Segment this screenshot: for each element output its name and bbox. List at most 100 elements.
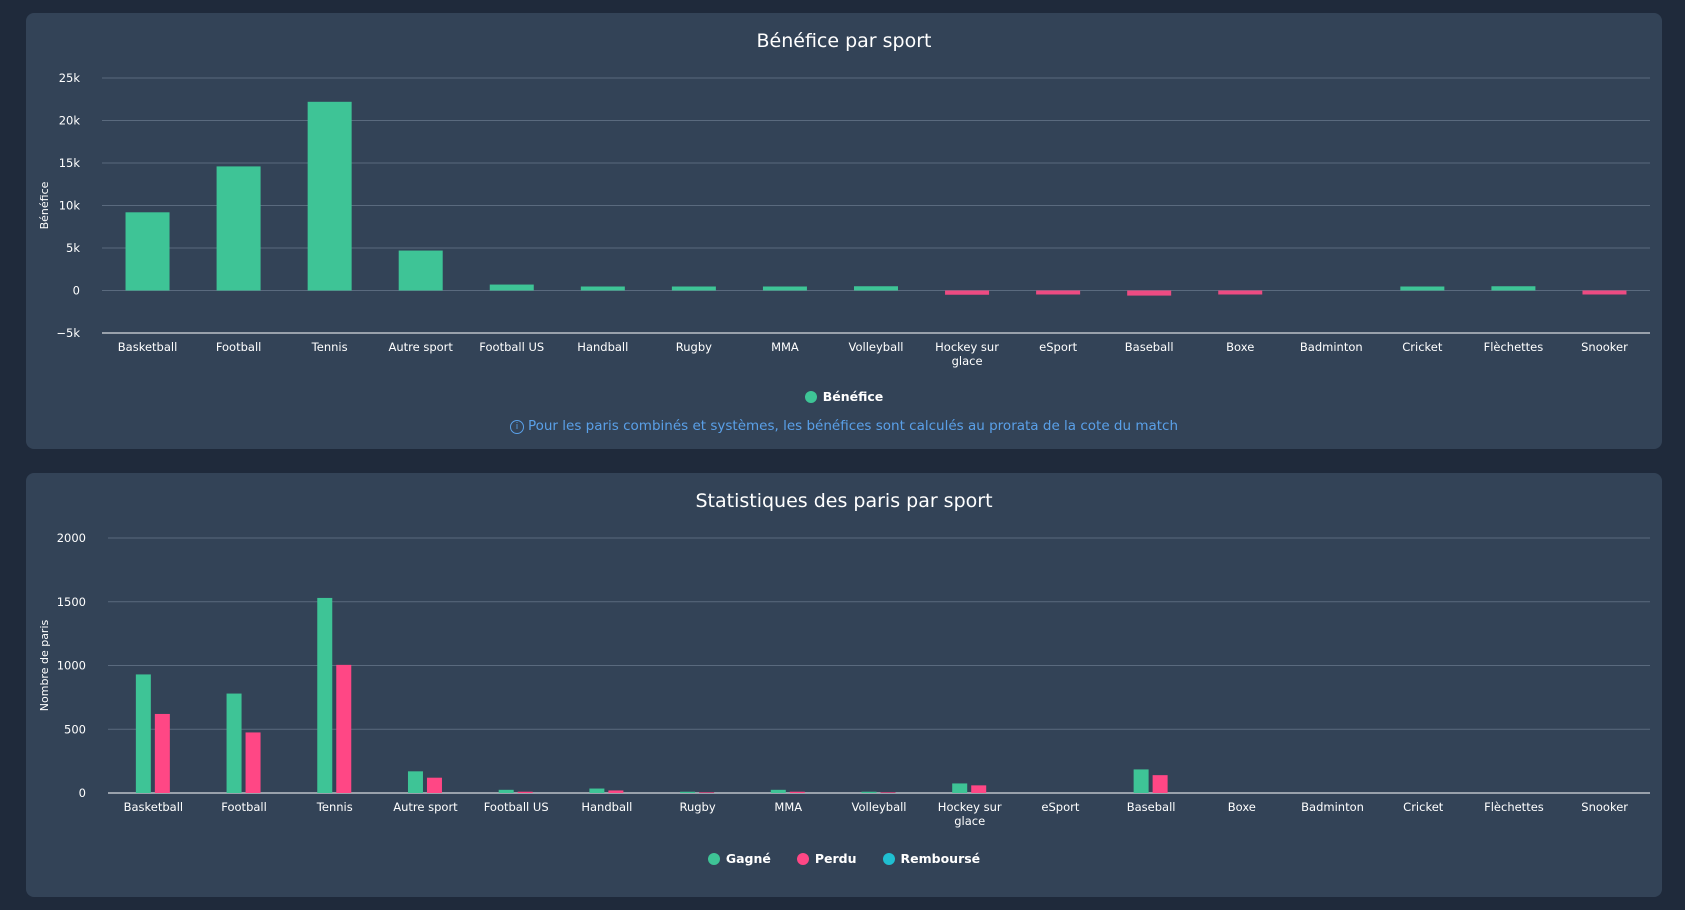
- legend-item-benefice[interactable]: Bénéfice: [804, 389, 884, 404]
- y-tick-label: 0: [73, 284, 80, 298]
- bar: [1036, 290, 1081, 295]
- y-tick-label: 5k: [66, 241, 80, 255]
- bar: [317, 597, 333, 793]
- x-tick-label: Football US: [484, 800, 549, 814]
- y-tick-label: 15k: [59, 156, 81, 170]
- x-tick-label: Football: [216, 340, 262, 354]
- bar: [762, 286, 807, 291]
- bar: [407, 771, 423, 793]
- x-tick-label: Football: [221, 800, 267, 814]
- bar: [699, 792, 715, 793]
- y-axis-title: Nombre de paris: [38, 619, 51, 711]
- y-tick-label: 25k: [59, 71, 81, 85]
- bar: [1218, 290, 1263, 295]
- bar: [770, 789, 786, 793]
- x-tick-label: Tennis: [316, 800, 353, 814]
- bar: [945, 290, 990, 295]
- x-tick-label: Baseball: [1127, 800, 1176, 814]
- legend: Bénéfice: [26, 389, 1662, 404]
- bar: [680, 791, 696, 793]
- x-tick-label: Cricket: [1403, 800, 1444, 814]
- profit-note: i Pour les paris combinés et systèmes, le…: [26, 418, 1662, 434]
- bar: [1491, 286, 1536, 291]
- bar: [216, 166, 261, 291]
- y-tick-label: 20k: [59, 114, 81, 128]
- x-tick-label: Rugby: [680, 800, 716, 814]
- x-tick-label: Flèchettes: [1484, 340, 1544, 354]
- profit-chart: 25k 20k 15k 10k 5k 0 −5k Bénéfice Basketball Foot…: [38, 71, 1650, 368]
- bar: [580, 286, 625, 291]
- bar: [671, 286, 716, 291]
- profit-chart-panel: Bénéfice par sport 25k 20k 15k 10k 5k 0 −5k Bén…: [26, 13, 1662, 449]
- x-tick-label: Tennis: [311, 340, 348, 354]
- x-tick-label: Basketball: [118, 340, 178, 354]
- info-icon: i: [509, 420, 524, 434]
- x-tick-label: Baseball: [1125, 340, 1174, 354]
- legend-item-perdu[interactable]: Perdu: [796, 851, 857, 866]
- x-tick-label: glace: [954, 814, 985, 828]
- x-tick-label: Volleyball: [851, 800, 906, 814]
- bets-chart-panel: Statistiques des paris par sport 2000 150…: [26, 473, 1662, 897]
- x-tick-label: eSport: [1039, 340, 1077, 354]
- bar: [971, 785, 987, 793]
- legend-item-rembourse[interactable]: Remboursé: [882, 851, 981, 866]
- chart-title: Bénéfice par sport: [756, 30, 932, 52]
- y-tick-label: −5k: [56, 326, 80, 340]
- y-tick-label: 500: [64, 722, 86, 736]
- x-tick-label: Badminton: [1301, 800, 1364, 814]
- bar: [307, 101, 352, 291]
- bar: [498, 789, 514, 793]
- x-tick-label: Boxe: [1228, 800, 1256, 814]
- bar: [336, 664, 352, 793]
- x-tick-label: Rugby: [676, 340, 712, 354]
- bar: [1582, 290, 1627, 295]
- x-tick-label: Hockey sur: [938, 800, 1002, 814]
- bar: [489, 284, 534, 291]
- x-tick-label: Snooker: [1581, 340, 1628, 354]
- legend-label: Remboursé: [900, 851, 981, 866]
- bar: [226, 693, 242, 793]
- legend-dot: [796, 852, 809, 865]
- legend-dot: [707, 852, 720, 865]
- bar: [154, 713, 170, 793]
- legend-item-gagne[interactable]: Gagné: [707, 851, 771, 866]
- x-tick-label: MMA: [771, 340, 799, 354]
- bar: [398, 250, 443, 291]
- bar: [517, 791, 533, 793]
- x-tick-label: Volleyball: [848, 340, 903, 354]
- x-tick-label: Hockey sur: [935, 340, 999, 354]
- bar: [426, 777, 442, 793]
- bar: [789, 791, 805, 793]
- x-tick-label: Basketball: [124, 800, 184, 814]
- bar: [861, 791, 877, 793]
- bar: [245, 732, 261, 793]
- x-tick-label: Badminton: [1300, 340, 1363, 354]
- bar: [1400, 286, 1445, 291]
- bar: [1133, 769, 1149, 793]
- legend-label: Bénéfice: [822, 389, 884, 404]
- chart-title: Statistiques des paris par sport: [695, 490, 993, 512]
- x-tick-label: Autre sport: [393, 800, 458, 814]
- legend: Gagné Perdu Remboursé: [26, 851, 1662, 866]
- x-tick-label: Autre sport: [388, 340, 453, 354]
- y-tick-label: 0: [79, 786, 86, 800]
- bar: [135, 674, 151, 793]
- x-tick-label: eSport: [1041, 800, 1079, 814]
- bar: [608, 790, 624, 793]
- x-tick-label: Handball: [577, 340, 628, 354]
- bets-chart: 2000 1500 1000 500 0 Nombre de paris Basketbal…: [38, 531, 1650, 828]
- y-tick-label: 2000: [57, 531, 86, 545]
- bar: [1152, 775, 1168, 793]
- legend-label: Gagné: [725, 851, 771, 866]
- y-tick-label: 1500: [57, 595, 86, 609]
- y-axis-title: Bénéfice: [38, 181, 51, 229]
- x-tick-label: Boxe: [1226, 340, 1254, 354]
- bar: [125, 212, 170, 291]
- x-tick-label: Flèchettes: [1484, 800, 1544, 814]
- legend-dot: [804, 390, 817, 403]
- x-tick-label: Cricket: [1402, 340, 1443, 354]
- legend-label: Perdu: [814, 851, 857, 866]
- bar: [1127, 290, 1172, 296]
- x-tick-label: glace: [952, 354, 983, 368]
- x-tick-label: Snooker: [1581, 800, 1628, 814]
